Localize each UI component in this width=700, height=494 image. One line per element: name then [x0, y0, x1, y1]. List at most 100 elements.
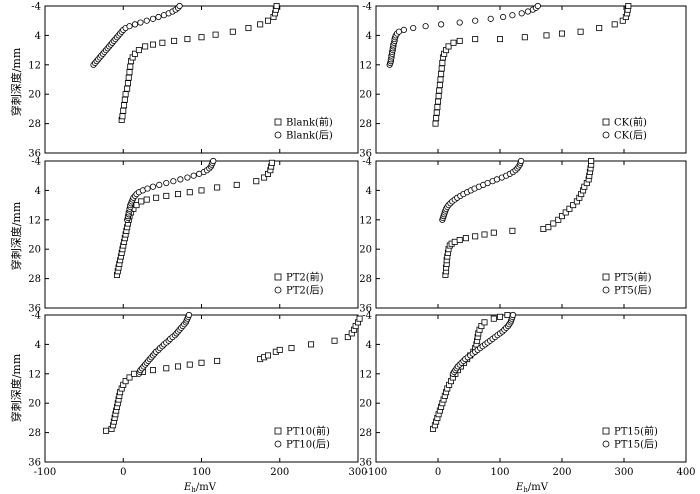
data-point-pt2-after — [210, 157, 217, 165]
panel-pt5: -4 4 12 20 28 36 PT5(前)PT5(后) — [359, 157, 687, 315]
data-point-pt10-after — [185, 311, 193, 319]
data-point-ck-after — [499, 13, 507, 21]
data-point-ck-after — [534, 2, 541, 10]
data-point-pt10-before — [331, 337, 338, 344]
x-tick-label: 300 — [348, 467, 367, 478]
y-tick-label: 4 — [35, 340, 41, 351]
data-point-pt5-before — [588, 157, 595, 164]
y-tick-label: 12 — [359, 215, 372, 226]
y-tick-label: 36 — [28, 304, 41, 315]
x-label-italic-left: E — [183, 482, 192, 493]
y-tick-label: 20 — [359, 245, 372, 256]
data-point-pt5-before — [481, 231, 488, 238]
legend-label: PT5(前) — [614, 271, 652, 284]
y-tick-label: 20 — [359, 399, 372, 410]
x-tick-label: 0 — [120, 467, 126, 478]
y-tick-label: 36 — [28, 458, 41, 469]
legend-marker-circle — [274, 286, 282, 294]
data-point-pt5-after — [517, 157, 525, 165]
y-tick-label: -4 — [362, 157, 372, 168]
data-point-pt2-after — [163, 179, 170, 187]
legend-marker-circle — [602, 440, 610, 448]
y-tick-label: 4 — [35, 186, 41, 197]
data-point-pt5-before — [472, 233, 479, 240]
x-tick-label: 100 — [192, 467, 211, 478]
data-point-blank-before — [184, 36, 191, 43]
y-tick-label: 28 — [28, 119, 41, 130]
x-tick-label: 400 — [676, 467, 695, 478]
data-point-ck-before — [559, 30, 566, 37]
data-point-blank-after — [143, 17, 150, 24]
data-point-pt10-before — [276, 346, 283, 353]
y-tick-label: 4 — [366, 31, 372, 42]
data-point-ck-before — [456, 37, 463, 44]
data-point-pt5-before — [451, 238, 458, 245]
data-point-ck-after — [509, 12, 516, 19]
data-point-pt5-before — [490, 229, 497, 236]
y-tick-label: -4 — [362, 311, 372, 322]
data-point-blank-before — [171, 37, 178, 44]
data-point-ck-before — [521, 34, 528, 41]
legend-label: PT15(前) — [614, 425, 658, 438]
data-point-blank-before — [131, 50, 138, 57]
plot-frame-pt5 — [375, 160, 687, 309]
data-point-ck-before — [432, 120, 439, 127]
data-point-blank-before — [121, 96, 128, 103]
data-point-blank-before — [212, 31, 219, 38]
data-point-ck-before — [438, 70, 445, 77]
data-point-ck-after — [410, 24, 417, 32]
plot-frame-pt15 — [375, 314, 687, 463]
data-point-ck-before — [596, 25, 603, 32]
data-point-blank-after — [131, 21, 139, 28]
data-point-ck-before — [472, 36, 479, 43]
data-point-pt2-before — [198, 187, 205, 194]
data-point-ck-before — [496, 36, 503, 43]
data-point-ck-before — [543, 32, 550, 39]
data-point-ck-before — [619, 17, 626, 24]
y-axis-label-row1: 穿刺深度/mm — [9, 47, 23, 116]
y-tick-label: -4 — [31, 2, 41, 13]
data-point-ck-before — [625, 3, 632, 9]
data-point-pt2-after — [190, 172, 197, 179]
x-label-unit-left: /mV — [196, 482, 217, 493]
y-tick-label: 4 — [366, 186, 372, 197]
data-point-pt2-after — [156, 181, 163, 188]
legend-label: PT10(后) — [286, 439, 330, 451]
data-point-pt2-before — [268, 159, 275, 166]
x-axis-label-right: Eh/mV — [515, 482, 549, 494]
data-point-pt10-before — [163, 365, 170, 372]
legend-marker-square — [274, 273, 282, 281]
y-tick-label: 28 — [359, 428, 372, 439]
data-point-pt2-before — [253, 178, 260, 185]
data-point-blank-before — [273, 3, 280, 9]
data-point-blank-after — [149, 15, 157, 22]
panel-pt2: -4 4 12 20 28 36 PT2(前)PT2(后) — [28, 157, 359, 315]
data-point-pt5-before — [566, 205, 573, 212]
panel-pt10: -4 4 12 20 28 36-100 0 100 200 300 PT10(前)PT10(后) — [28, 311, 367, 479]
data-point-blank-after — [176, 2, 183, 10]
data-point-ck-after — [400, 26, 407, 33]
data-point-ck-after — [518, 10, 525, 17]
data-point-pt2-before — [186, 189, 193, 196]
x-tick-label: 0 — [435, 467, 441, 478]
y-tick-label: 12 — [359, 369, 372, 380]
legend-marker-circle — [602, 131, 610, 139]
data-point-pt10-before — [308, 341, 315, 348]
x-tick-label: -100 — [34, 467, 56, 478]
data-point-pt15-before — [481, 319, 488, 326]
legend-marker-square — [602, 118, 610, 126]
legend-label: Blank(后) — [286, 130, 333, 142]
y-tick-label: -4 — [31, 157, 41, 168]
x-tick-label: -100 — [365, 467, 387, 478]
y-tick-label: 12 — [359, 60, 372, 71]
legend-label: CK(后) — [614, 130, 647, 142]
y-tick-label: 12 — [28, 60, 41, 71]
data-point-blank-before — [126, 69, 133, 76]
y-tick-label: 4 — [35, 31, 41, 42]
x-label-sub-left: h — [191, 486, 196, 494]
data-point-ck-after — [437, 21, 445, 28]
data-point-blank-before — [245, 25, 252, 32]
data-point-blank-before — [120, 107, 127, 114]
data-point-pt2-before — [143, 196, 150, 203]
